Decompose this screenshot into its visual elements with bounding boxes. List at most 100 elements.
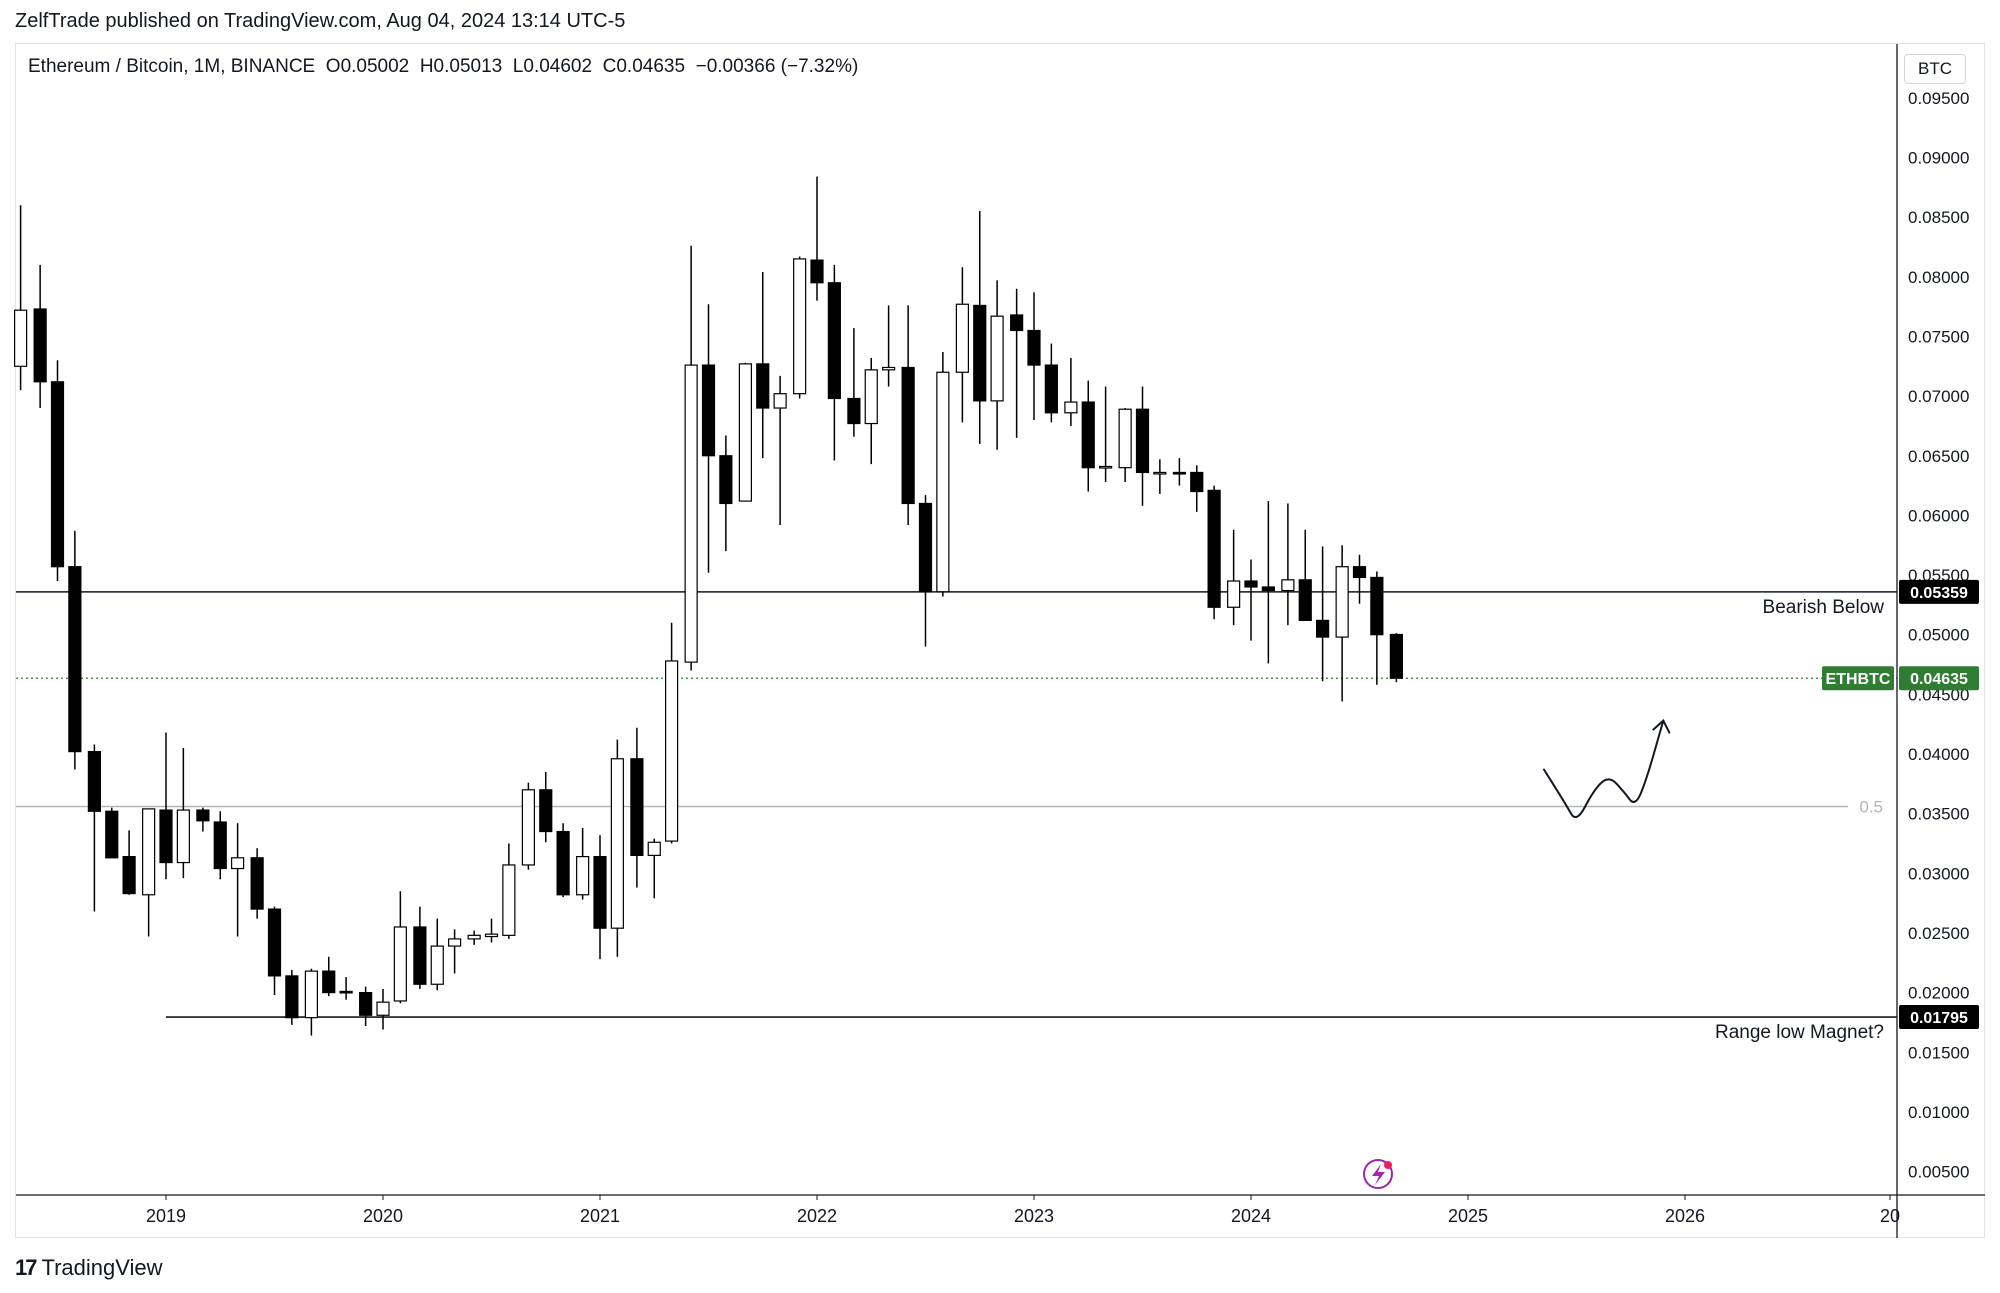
candle-down bbox=[918, 502, 933, 593]
price-tick-label: 0.08000 bbox=[1908, 268, 1969, 287]
candle-down bbox=[701, 364, 716, 457]
projection-arrowhead bbox=[1652, 718, 1671, 734]
candle-up bbox=[231, 857, 245, 870]
price-tick-label: 0.01000 bbox=[1908, 1103, 1969, 1122]
time-tick-label: 2021 bbox=[580, 1206, 620, 1226]
candle-down bbox=[322, 970, 336, 994]
candle-up bbox=[14, 309, 28, 367]
candle-down bbox=[339, 990, 353, 994]
high-label: H bbox=[419, 56, 434, 77]
candle-down bbox=[87, 751, 101, 812]
change-value: −0.00366 (−7.32%) bbox=[695, 56, 859, 77]
candle-down bbox=[973, 304, 987, 402]
candle-down bbox=[1190, 471, 1204, 493]
candle-up bbox=[1064, 401, 1078, 414]
low-label: L bbox=[512, 56, 524, 77]
symbol-title: Ethereum / Bitcoin, 1M, BINANCE bbox=[28, 56, 316, 77]
tradingview-logo[interactable]: 17 TradingView bbox=[15, 1255, 163, 1281]
price-tick-label: 0.07500 bbox=[1908, 327, 1969, 346]
open-value: 0.05002 bbox=[340, 56, 410, 77]
price-tick-label: 0.03500 bbox=[1908, 805, 1969, 824]
candle-down bbox=[196, 809, 210, 822]
candle-up bbox=[1335, 566, 1349, 638]
time-tick-label: 2023 bbox=[1014, 1206, 1054, 1226]
last-price-tag: 0.04635 bbox=[1910, 671, 1968, 688]
candles-layer bbox=[14, 176, 1403, 1036]
candle-down bbox=[1261, 586, 1275, 592]
low-value: 0.04602 bbox=[523, 56, 593, 77]
candle-up bbox=[576, 855, 590, 896]
candle-up bbox=[684, 364, 698, 663]
candle-down bbox=[847, 397, 861, 425]
candle-down bbox=[68, 566, 82, 753]
currency-button[interactable]: BTC bbox=[1904, 54, 1966, 84]
axes-layer: 0.09500 0.09000 0.08500 0.08000 0.07500 0.070… bbox=[16, 44, 1985, 1238]
candle-down bbox=[901, 366, 915, 505]
publish-header: ZelfTrade published on TradingView.com, … bbox=[15, 10, 626, 32]
candle-down bbox=[1352, 566, 1367, 579]
time-tick-label: 2024 bbox=[1231, 1206, 1271, 1226]
candle-down bbox=[1207, 489, 1221, 608]
range-low-tag: 0.01795 bbox=[1910, 1010, 1968, 1027]
price-tick-label: 0.07000 bbox=[1908, 387, 1969, 406]
candle-down bbox=[1027, 329, 1041, 366]
candle-up bbox=[142, 808, 156, 896]
candle-up bbox=[773, 393, 787, 409]
time-tick-label: 2026 bbox=[1665, 1206, 1705, 1226]
candle-up bbox=[304, 970, 318, 1019]
candle-down bbox=[359, 991, 373, 1016]
candle-down bbox=[159, 809, 173, 864]
high-value: 0.05013 bbox=[433, 56, 503, 77]
candle-down bbox=[827, 282, 841, 400]
last-price-tag-bg bbox=[1899, 666, 1979, 691]
price-tick-label: 0.01500 bbox=[1908, 1043, 1969, 1062]
candle-up bbox=[376, 1001, 390, 1016]
candle-up bbox=[955, 303, 969, 373]
candle-up bbox=[393, 926, 407, 1002]
candle-down bbox=[1298, 579, 1312, 621]
candle-up bbox=[430, 945, 444, 985]
time-tick-label: 2020 bbox=[363, 1206, 403, 1226]
candle-down bbox=[1244, 580, 1258, 588]
candle-down bbox=[1044, 364, 1058, 414]
price-tick-label: 0.08500 bbox=[1908, 208, 1969, 227]
candle-down bbox=[105, 810, 119, 859]
candle-up bbox=[990, 315, 1004, 402]
candle-up bbox=[176, 809, 190, 864]
close-label: C bbox=[602, 56, 617, 77]
price-tags-layer: 0.05359 0.01795 ETHBTC 0.04635 bbox=[1822, 579, 1979, 1030]
projection-path bbox=[1542, 719, 1665, 819]
tradingview-logo-icon: 17 bbox=[15, 1255, 38, 1280]
candle-up bbox=[448, 938, 462, 947]
brand-name: TradingView bbox=[41, 1255, 163, 1280]
candle-down bbox=[213, 821, 227, 870]
candle-down bbox=[33, 308, 47, 383]
candle-down bbox=[250, 857, 264, 910]
chart-legend: Ethereum / Bitcoin, 1M, BINANCE O0.05002… bbox=[28, 56, 858, 78]
symbol-tag-label: ETHBTC bbox=[1826, 671, 1891, 688]
time-tick-label: 20 bbox=[1880, 1206, 1900, 1226]
candle-up bbox=[1099, 465, 1113, 469]
candle-up bbox=[864, 369, 878, 425]
price-tick-label: 0.09500 bbox=[1908, 89, 1969, 108]
candle-up bbox=[521, 789, 535, 866]
candle-up bbox=[502, 864, 516, 936]
candle-up bbox=[484, 933, 499, 938]
bearish-level-tag-bg bbox=[1899, 579, 1979, 604]
close-value: 0.04635 bbox=[616, 56, 686, 77]
price-tick-label: 0.03000 bbox=[1908, 864, 1969, 883]
price-tick-label: 0.02000 bbox=[1908, 984, 1969, 1003]
candle-down bbox=[1010, 314, 1024, 332]
open-label: O bbox=[325, 56, 341, 77]
chart-frame[interactable] bbox=[15, 43, 1985, 1238]
candle-down bbox=[267, 908, 282, 977]
event-lightning-icon bbox=[1363, 1159, 1393, 1189]
candle-up bbox=[1227, 580, 1241, 608]
price-tick-label: 0.09000 bbox=[1908, 149, 1969, 168]
candle-down bbox=[756, 363, 770, 409]
candle-down bbox=[285, 975, 299, 1019]
candle-up bbox=[467, 934, 481, 940]
price-tick-label: 0.02500 bbox=[1908, 924, 1969, 943]
candle-down bbox=[810, 259, 824, 284]
